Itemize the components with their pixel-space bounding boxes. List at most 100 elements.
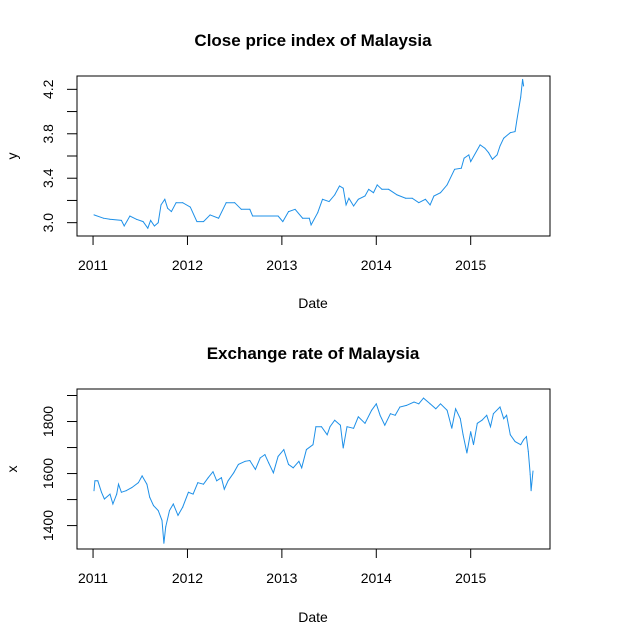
data-point [424,198,426,200]
data-point [287,211,289,213]
data-point [150,219,152,221]
data-point [413,401,415,403]
data-point [109,493,111,495]
data-point [527,450,529,452]
data-point [269,215,271,217]
data-point [496,154,498,156]
data-point [460,167,462,169]
data-point [189,206,191,208]
data-point [249,208,251,210]
data-point [381,188,383,190]
y-axis-label: y [4,153,20,160]
data-point [240,208,242,210]
data-point [503,137,505,139]
data-point [301,467,303,469]
data-point [399,406,401,408]
data-point [342,447,344,449]
data-point [525,436,527,438]
data-point [165,526,167,528]
data-point [93,214,95,216]
data-point [516,118,518,120]
data-point [520,444,522,446]
data-point [120,219,122,221]
plot-frame [76,388,551,550]
data-point [334,194,336,196]
data-point [446,409,448,411]
data-point [182,506,184,508]
y-tick-label: 3.8 [40,124,56,144]
data-point [209,214,211,216]
data-point [422,397,424,399]
data-point [101,491,103,493]
x-tick-label: 2011 [78,257,108,273]
plot-frame [76,75,551,237]
data-point [225,202,227,204]
data-point [348,197,350,199]
data-point [277,215,279,217]
data-point [455,408,457,410]
data-point [490,426,492,428]
data-point [164,198,166,200]
data-point [212,471,214,473]
y-tick-label: 1800 [40,406,56,437]
data-point [216,480,218,482]
data-point [196,221,198,223]
data-point [187,491,189,493]
data-point [116,493,118,495]
data-point [462,434,464,436]
data-point [342,187,344,189]
data-point [94,480,96,482]
data-point [388,188,390,190]
data-point [357,198,359,200]
x-tick-label: 2011 [78,570,108,586]
y-tick-label: 3.0 [40,213,56,233]
data-point [433,195,435,197]
data-point [405,197,407,199]
y-tick-label: 3.4 [40,168,56,188]
data-point [112,503,114,505]
data-point [277,455,279,457]
x-axis-label: Date [298,609,328,625]
data-point [282,221,284,223]
data-point [129,215,131,217]
data-point [177,514,179,516]
data-point [146,483,148,485]
data-point [375,403,377,405]
data-point [170,211,172,213]
data-point [338,185,340,187]
data-point [396,194,398,196]
data-point [321,198,323,200]
data-point [389,413,391,415]
data-point [468,154,470,156]
data-point [503,418,505,420]
data-point [317,212,319,214]
data-point [530,490,532,492]
data-point [93,490,95,492]
data-point [244,460,246,462]
data-point [220,477,222,479]
exchange-rate-panel: Exchange rate of Malaysia Date x 2011 201… [4,344,551,625]
data-point [329,426,331,428]
x-tick-label: 2014 [361,570,392,586]
data-point [125,490,127,492]
data-point [506,414,508,416]
data-point [149,496,151,498]
data-point [175,202,177,204]
data-point [260,215,262,217]
data-point [268,462,270,464]
data-point [523,439,525,441]
y-tick-label: 1400 [40,510,56,541]
data-point [476,422,478,424]
data-point [197,482,199,484]
data-point [103,498,105,500]
data-point [292,467,294,469]
data-point [479,144,481,146]
data-point [102,217,104,219]
data-point [328,201,330,203]
data-point [473,444,475,446]
data-point [203,221,205,223]
x-tick-label: 2012 [172,257,203,273]
data-point [418,202,420,204]
data-point [435,408,437,410]
close-price-panel: Close price index of Malaysia Date y 201… [4,31,551,311]
